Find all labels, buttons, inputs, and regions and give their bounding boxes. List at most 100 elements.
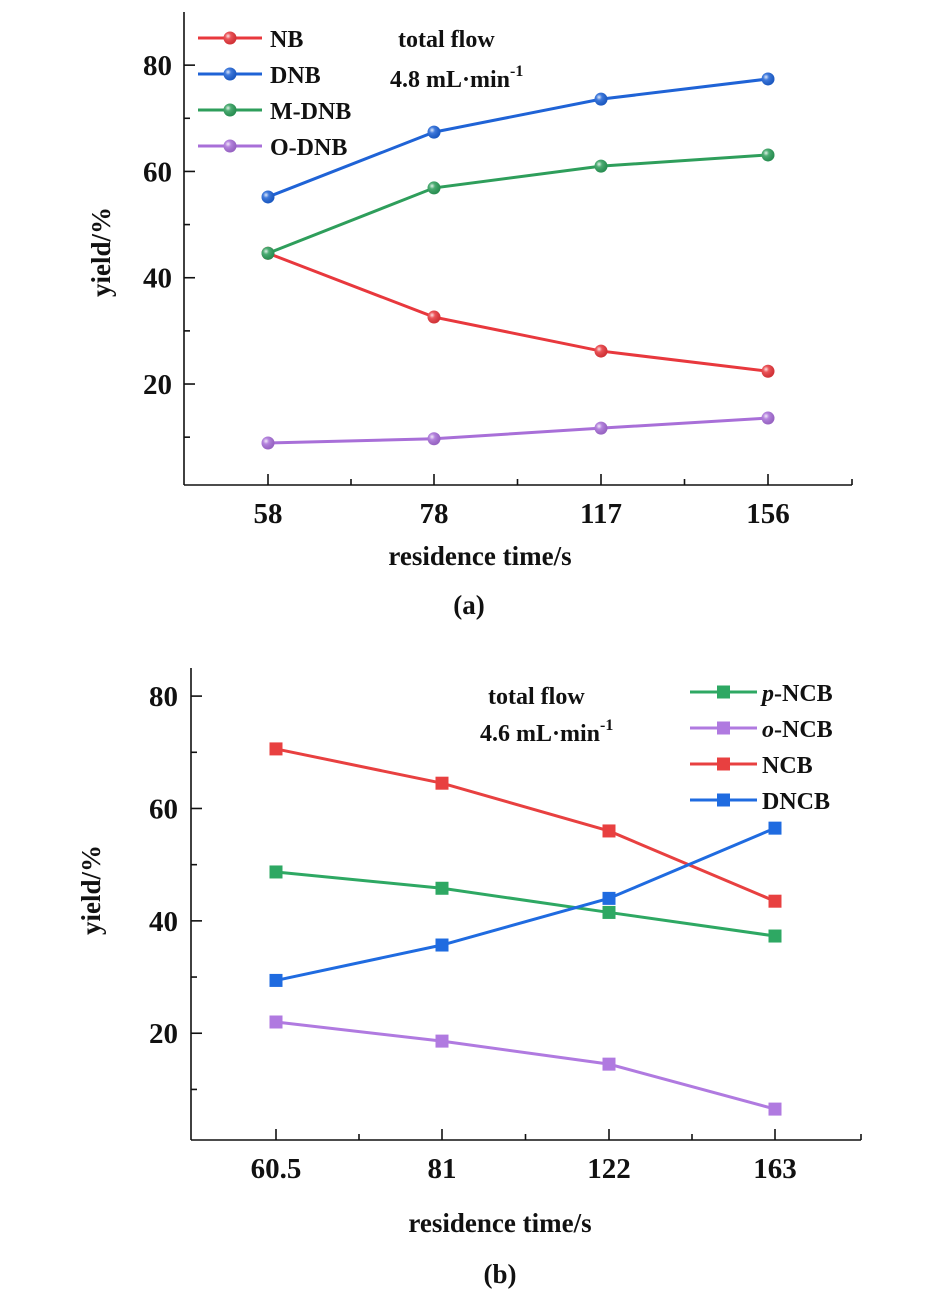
legend-marker	[717, 685, 730, 699]
series-line	[275, 747, 776, 903]
legend-item: DNB	[198, 63, 321, 89]
data-point	[269, 865, 283, 879]
data-point	[768, 821, 782, 835]
series-p-ncb	[269, 865, 782, 943]
series-line	[275, 870, 776, 938]
series-nb	[261, 246, 775, 378]
data-point	[435, 938, 449, 952]
data-point	[768, 1102, 782, 1116]
data-point-shine	[427, 432, 441, 446]
y-tick-label: 40	[149, 906, 178, 938]
y-tick-label: 20	[149, 1018, 178, 1050]
x-tick-label: 122	[587, 1153, 631, 1185]
data-point	[269, 973, 283, 987]
data-point	[269, 1015, 283, 1029]
series-line	[267, 77, 769, 199]
legend-label: O-DNB	[270, 135, 347, 161]
legend-label: NCB	[762, 753, 813, 779]
legend-label: p-NCB	[760, 681, 833, 707]
legend-item: O-DNB	[198, 135, 347, 161]
legend-label: M-DNB	[270, 99, 351, 125]
series-dnb	[261, 72, 775, 204]
annotation-total-flow-a: total flow	[398, 27, 495, 53]
series-line	[267, 153, 769, 255]
legend-marker-shine	[223, 31, 237, 45]
data-point-shine	[594, 344, 608, 358]
x-tick-label: 78	[420, 498, 449, 530]
legend-label: DNB	[270, 63, 321, 89]
y-tick-label: 60	[149, 793, 178, 825]
annotation-total-flow-b: total flow	[488, 684, 585, 710]
series-layer-b	[269, 742, 782, 1116]
legend-marker-shine	[223, 139, 237, 153]
data-point	[602, 891, 616, 905]
y-tick-label: 80	[149, 681, 178, 713]
axes-a: 20 40 60 80 58 78 117 156	[143, 12, 853, 530]
data-point-shine	[427, 125, 441, 139]
annotation-flow-rate-b: 4.6 mL·min-1	[480, 717, 613, 747]
legend-b: p-NCB o-NCB NCB DNCB	[690, 681, 833, 815]
annotation-flow-rate-b-sup: -1	[600, 717, 613, 734]
series-layer-a	[261, 72, 775, 450]
y-axis-title-a: yield/%	[86, 207, 116, 297]
panel-label-b: (b)	[484, 1259, 517, 1289]
axes-b: 20 40 60 80 60.5 81 122 163	[149, 668, 862, 1185]
data-point-shine	[761, 364, 775, 378]
series-m-dnb	[261, 148, 775, 260]
data-point-shine	[594, 421, 608, 435]
legend-item: DNCB	[690, 789, 830, 815]
data-point-shine	[261, 190, 275, 204]
x-tick-label: 60.5	[251, 1153, 302, 1185]
annotation-flow-rate-a-sup: -1	[510, 63, 523, 80]
data-point	[435, 1034, 449, 1048]
series-line	[275, 826, 776, 982]
x-tick-label: 156	[746, 498, 790, 530]
data-point	[602, 824, 616, 838]
series-ncb	[269, 742, 782, 908]
x-axis-title-a: residence time/s	[388, 541, 571, 571]
series-dncb	[269, 821, 782, 987]
legend-a: NB DNB M-DNB O-DNB	[198, 27, 351, 161]
series-o-ncb	[269, 1015, 782, 1116]
series-line	[267, 251, 769, 373]
legend-marker	[717, 721, 730, 735]
annotation-flow-rate-a: 4.8 mL·min-1	[390, 63, 523, 93]
data-point-shine	[427, 181, 441, 195]
x-tick-label: 163	[753, 1153, 797, 1185]
panel-label-a: (a)	[453, 590, 484, 620]
data-point	[768, 929, 782, 943]
data-point-shine	[594, 159, 608, 173]
data-point-shine	[261, 436, 275, 450]
y-tick-label: 60	[143, 156, 172, 188]
series-line	[267, 416, 769, 445]
annotation-flow-rate-b-main: 4.6 mL·min	[480, 721, 600, 747]
y-axis-title-b: yield/%	[76, 845, 106, 935]
data-point	[269, 742, 283, 756]
legend-item: NCB	[690, 753, 813, 779]
legend-item: M-DNB	[198, 99, 351, 125]
legend-marker-shine	[223, 103, 237, 117]
data-point-shine	[761, 411, 775, 425]
data-point	[435, 776, 449, 790]
data-point	[435, 881, 449, 895]
legend-marker-shine	[223, 67, 237, 81]
x-tick-label: 81	[428, 1153, 457, 1185]
x-tick-label: 117	[580, 498, 622, 530]
legend-item: o-NCB	[690, 717, 833, 743]
data-point-shine	[761, 148, 775, 162]
data-point	[768, 894, 782, 908]
data-point-shine	[261, 246, 275, 260]
y-tick-label: 40	[143, 263, 172, 295]
series-line	[275, 1020, 776, 1111]
annotation-flow-rate-a-main: 4.8 mL·min	[390, 67, 510, 93]
data-point	[602, 1057, 616, 1071]
data-point	[602, 905, 616, 919]
legend-item: NB	[198, 27, 303, 53]
y-tick-label: 80	[143, 50, 172, 82]
chart-panel-a: 20 40 60 80 58 78 117 156 NB DNB M-DNB O-DNB total…	[86, 12, 853, 620]
data-point-shine	[761, 72, 775, 86]
series-o-dnb	[261, 411, 775, 450]
data-point-shine	[427, 310, 441, 324]
legend-item: p-NCB	[690, 681, 833, 707]
